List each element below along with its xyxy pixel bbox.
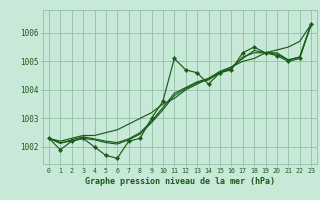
X-axis label: Graphe pression niveau de la mer (hPa): Graphe pression niveau de la mer (hPa) xyxy=(85,177,275,186)
